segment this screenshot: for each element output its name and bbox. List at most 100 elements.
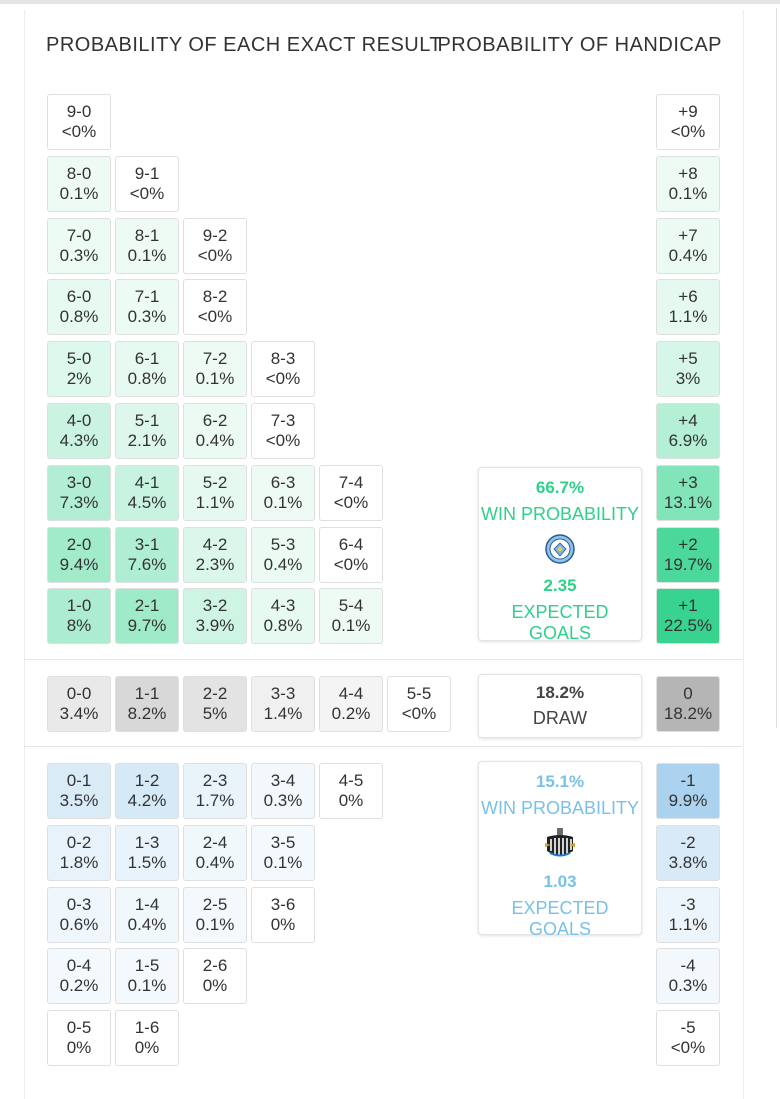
cell-label: 0-2 bbox=[66, 833, 92, 852]
score-cell[interactable]: 2-0 9.4% bbox=[47, 527, 111, 583]
score-cell[interactable]: 4-2 2.3% bbox=[183, 527, 247, 583]
score-cell[interactable]: 9-0 <0% bbox=[47, 94, 111, 150]
score-cell[interactable]: 7-4 <0% bbox=[319, 465, 383, 521]
cell-label: 5-5 bbox=[406, 684, 432, 703]
handicap-cell[interactable]: +4 6.9% bbox=[656, 403, 720, 459]
prediction-panel bbox=[24, 10, 744, 1099]
cell-label: 6-3 bbox=[270, 473, 296, 492]
handicap-cell[interactable]: +8 0.1% bbox=[656, 156, 720, 212]
score-cell[interactable]: 3-5 0.1% bbox=[251, 825, 315, 881]
handicap-cell[interactable]: -3 1.1% bbox=[656, 887, 720, 943]
handicap-cell[interactable]: +2 19.7% bbox=[656, 527, 720, 583]
cell-label: 5-1 bbox=[134, 411, 160, 430]
score-cell[interactable]: 3-2 3.9% bbox=[183, 588, 247, 644]
score-cell[interactable]: 9-1 <0% bbox=[115, 156, 179, 212]
score-cell[interactable]: 3-4 0.3% bbox=[251, 763, 315, 819]
draw-score-cell[interactable]: 0-0 3.4% bbox=[47, 676, 111, 732]
score-cell[interactable]: 1-3 1.5% bbox=[115, 825, 179, 881]
score-cell[interactable]: 1-4 0.4% bbox=[115, 887, 179, 943]
score-cell[interactable]: 6-2 0.4% bbox=[183, 403, 247, 459]
handicap-cell[interactable]: +6 1.1% bbox=[656, 279, 720, 335]
draw-score-cell[interactable]: 1-1 8.2% bbox=[115, 676, 179, 732]
cell-probability: 0.4% bbox=[195, 853, 235, 872]
score-cell[interactable]: 1-2 4.2% bbox=[115, 763, 179, 819]
draw-label: DRAW bbox=[532, 708, 588, 728]
cell-label: +8 bbox=[678, 164, 698, 183]
score-cell[interactable]: 4-5 0% bbox=[319, 763, 383, 819]
score-cell[interactable]: 8-2 <0% bbox=[183, 279, 247, 335]
score-cell[interactable]: 9-2 <0% bbox=[183, 218, 247, 274]
cell-label: 3-5 bbox=[270, 833, 296, 852]
score-cell[interactable]: 0-1 3.5% bbox=[47, 763, 111, 819]
score-cell[interactable]: 7-2 0.1% bbox=[183, 341, 247, 397]
home-team-card[interactable]: 66.7% WIN PROBABILITY 2.35 EXPECTED GOAL… bbox=[478, 467, 642, 643]
score-cell[interactable]: 5-3 0.4% bbox=[251, 527, 315, 583]
handicap-cell[interactable]: +9 <0% bbox=[656, 94, 720, 150]
cell-probability: 0% bbox=[338, 791, 364, 810]
draw-score-cell[interactable]: 2-2 5% bbox=[183, 676, 247, 732]
score-cell[interactable]: 5-1 2.1% bbox=[115, 403, 179, 459]
handicap-cell[interactable]: 0 18.2% bbox=[656, 676, 720, 732]
cell-probability: <0% bbox=[61, 122, 97, 141]
cell-label: 8-0 bbox=[66, 164, 92, 183]
handicap-cell[interactable]: -5 <0% bbox=[656, 1010, 720, 1066]
cell-probability: 22.5% bbox=[663, 616, 713, 635]
score-cell[interactable]: 7-1 0.3% bbox=[115, 279, 179, 335]
draw-card[interactable]: 18.2% DRAW bbox=[478, 674, 642, 738]
handicap-cell[interactable]: +7 0.4% bbox=[656, 218, 720, 274]
score-cell[interactable]: 4-3 0.8% bbox=[251, 588, 315, 644]
score-cell[interactable]: 7-3 <0% bbox=[251, 403, 315, 459]
cell-probability: 7.3% bbox=[59, 493, 99, 512]
score-cell[interactable]: 1-5 0.1% bbox=[115, 948, 179, 1004]
cell-probability: 0.3% bbox=[668, 976, 708, 995]
score-cell[interactable]: 0-3 0.6% bbox=[47, 887, 111, 943]
away-team-card[interactable]: 15.1% WIN PROBABILITY 1.03 EXPECTED GOAL… bbox=[478, 761, 642, 939]
score-cell[interactable]: 1-6 0% bbox=[115, 1010, 179, 1066]
cell-label: 4-5 bbox=[338, 771, 364, 790]
cell-probability: 0% bbox=[66, 1038, 92, 1057]
score-cell[interactable]: 4-0 4.3% bbox=[47, 403, 111, 459]
score-cell[interactable]: 5-4 0.1% bbox=[319, 588, 383, 644]
score-cell[interactable]: 8-3 <0% bbox=[251, 341, 315, 397]
score-cell[interactable]: 5-0 2% bbox=[47, 341, 111, 397]
draw-score-cell[interactable]: 3-3 1.4% bbox=[251, 676, 315, 732]
score-cell[interactable]: 0-4 0.2% bbox=[47, 948, 111, 1004]
draw-score-cell[interactable]: 5-5 <0% bbox=[387, 676, 451, 732]
score-cell[interactable]: 2-3 1.7% bbox=[183, 763, 247, 819]
score-cell[interactable]: 7-0 0.3% bbox=[47, 218, 111, 274]
score-cell[interactable]: 5-2 1.1% bbox=[183, 465, 247, 521]
score-cell[interactable]: 6-0 0.8% bbox=[47, 279, 111, 335]
score-cell[interactable]: 6-1 0.8% bbox=[115, 341, 179, 397]
cell-label: 4-2 bbox=[202, 535, 228, 554]
handicap-cell[interactable]: -1 9.9% bbox=[656, 763, 720, 819]
score-cell[interactable]: 6-4 <0% bbox=[319, 527, 383, 583]
cell-label: 3-1 bbox=[134, 535, 160, 554]
score-cell[interactable]: 2-4 0.4% bbox=[183, 825, 247, 881]
score-cell[interactable]: 3-6 0% bbox=[251, 887, 315, 943]
score-cell[interactable]: 2-6 0% bbox=[183, 948, 247, 1004]
cell-label: 4-4 bbox=[338, 684, 364, 703]
cell-probability: 0.2% bbox=[331, 704, 371, 723]
score-cell[interactable]: 0-2 1.8% bbox=[47, 825, 111, 881]
exact-result-header: PROBABILITY OF EACH EXACT RESULT bbox=[46, 34, 443, 56]
cell-probability: 2.1% bbox=[127, 431, 167, 450]
handicap-cell[interactable]: +3 13.1% bbox=[656, 465, 720, 521]
handicap-cell[interactable]: +1 22.5% bbox=[656, 588, 720, 644]
score-cell[interactable]: 6-3 0.1% bbox=[251, 465, 315, 521]
score-cell[interactable]: 3-1 7.6% bbox=[115, 527, 179, 583]
score-cell[interactable]: 0-5 0% bbox=[47, 1010, 111, 1066]
score-cell[interactable]: 2-1 9.7% bbox=[115, 588, 179, 644]
score-cell[interactable]: 4-1 4.5% bbox=[115, 465, 179, 521]
draw-score-cell[interactable]: 4-4 0.2% bbox=[319, 676, 383, 732]
cell-probability: 9.4% bbox=[59, 555, 99, 574]
score-cell[interactable]: 3-0 7.3% bbox=[47, 465, 111, 521]
score-cell[interactable]: 2-5 0.1% bbox=[183, 887, 247, 943]
score-cell[interactable]: 1-0 8% bbox=[47, 588, 111, 644]
score-cell[interactable]: 8-1 0.1% bbox=[115, 218, 179, 274]
home-win-probability: 66.7% bbox=[535, 478, 585, 497]
handicap-cell[interactable]: -2 3.8% bbox=[656, 825, 720, 881]
score-cell[interactable]: 8-0 0.1% bbox=[47, 156, 111, 212]
handicap-cell[interactable]: -4 0.3% bbox=[656, 948, 720, 1004]
handicap-cell[interactable]: +5 3% bbox=[656, 341, 720, 397]
cell-label: 9-0 bbox=[66, 102, 92, 121]
